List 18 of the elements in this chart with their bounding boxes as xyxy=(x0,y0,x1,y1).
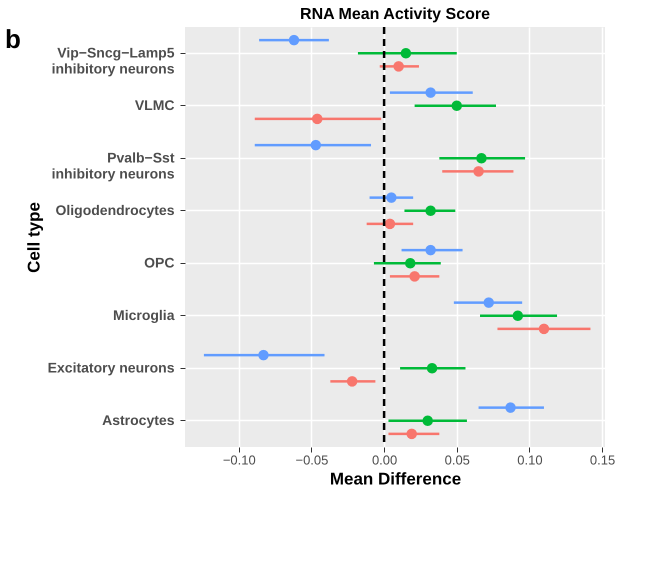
chart-title: RNA Mean Activity Score xyxy=(300,6,490,23)
y-tick-label: OPC xyxy=(144,254,174,270)
x-tick-label: 0.05 xyxy=(444,452,470,468)
y-tick-label: Astrocytes xyxy=(102,412,175,428)
y-axis-title: Cell type xyxy=(24,202,44,273)
y-tick-label: Oligodendrocytes xyxy=(55,202,175,218)
y-tick-label: Vip−Sncg−Lamp5 inhibitory neurons xyxy=(52,44,175,76)
y-tick-label: VLMC xyxy=(134,96,174,113)
x-tick-label: −0.10 xyxy=(222,452,256,468)
x-tick-label: 0.15 xyxy=(590,452,616,468)
text: b xyxy=(5,24,21,54)
x-tick-label: 0.00 xyxy=(372,452,398,468)
y-tick-label: Pvalb−Sst inhibitory neurons xyxy=(52,149,175,182)
y-tick-label: Excitatory neurons xyxy=(48,359,175,376)
x-axis-title: Mean Difference xyxy=(330,470,462,488)
x-tick-label: 0.10 xyxy=(517,452,543,468)
x-tick-label: −0.05 xyxy=(295,452,328,468)
y-tick-label: Microglia xyxy=(113,306,175,323)
